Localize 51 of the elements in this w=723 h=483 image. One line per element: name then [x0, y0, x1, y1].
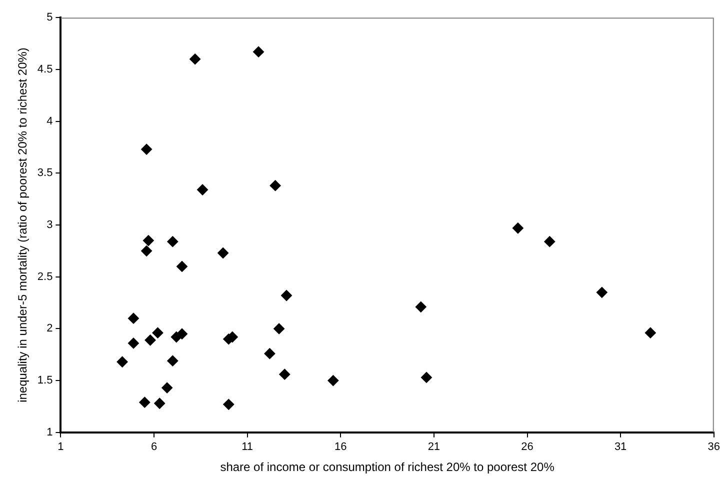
y-tick-label: 1.5	[37, 374, 53, 387]
x-tick-label: 31	[614, 441, 627, 454]
point	[139, 396, 150, 408]
point	[253, 46, 264, 58]
point	[144, 334, 156, 346]
point	[596, 286, 608, 298]
y-tick-label: 1	[46, 426, 53, 438]
point	[644, 327, 656, 338]
x-tick-label: 11	[242, 441, 254, 454]
point	[544, 236, 556, 248]
y-tick-label: 4.5	[37, 63, 53, 76]
y-tick-label: 2	[46, 322, 53, 335]
point	[141, 245, 152, 256]
point	[328, 375, 339, 386]
x-tick-label: 1	[58, 441, 64, 454]
point	[141, 144, 152, 155]
point	[264, 348, 276, 360]
point	[116, 356, 128, 368]
x-tick-label: 16	[334, 441, 347, 454]
y-axis-title: inequality in under-5 mortality (ratio of poorest 20% to richest 20%)	[16, 48, 30, 402]
point	[154, 398, 166, 409]
x-tick-label: 6	[150, 441, 158, 454]
point	[152, 327, 164, 338]
x-tick-label: 26	[521, 441, 534, 454]
y-tick-label: 3	[46, 219, 53, 232]
point	[415, 301, 426, 312]
point	[142, 235, 154, 246]
y-tick-label: 2.5	[37, 270, 53, 283]
y-tick-label: 4	[46, 115, 53, 128]
point	[223, 398, 234, 410]
point	[170, 331, 182, 342]
point	[270, 180, 281, 192]
point	[281, 290, 292, 302]
point	[218, 248, 229, 258]
x-axis-title: share of income or consumption of richest 20% to poorest 20%	[220, 460, 555, 474]
y-tick-label: 3.5	[37, 167, 53, 180]
point	[167, 236, 178, 248]
point	[162, 382, 173, 394]
point	[197, 184, 208, 196]
point	[274, 323, 285, 334]
y-tick-label: 5	[46, 12, 53, 24]
x-tick-label: 36	[708, 441, 720, 454]
point	[420, 372, 432, 383]
point	[512, 222, 524, 234]
point	[190, 54, 201, 65]
point	[128, 338, 139, 349]
point	[128, 312, 139, 324]
point	[176, 260, 188, 272]
x-tick-label: 21	[428, 441, 440, 454]
point	[279, 368, 290, 380]
point	[167, 355, 178, 366]
